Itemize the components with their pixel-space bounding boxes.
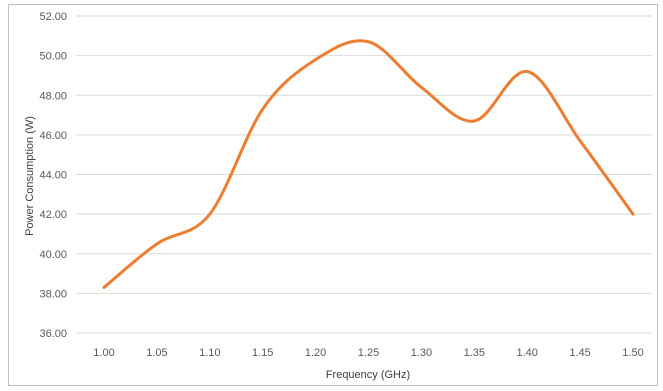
y-axis-ticks: 36.00 38.00 40.00 42.00 44.00 46.00 48.00 50.00… (39, 11, 67, 340)
x-tick-label: 1.00 (93, 347, 114, 359)
series-layer (102, 39, 635, 289)
x-tick-label: 1.05 (146, 347, 167, 359)
y-tick-label: 46.00 (39, 130, 67, 142)
x-tick-label: 1.50 (622, 347, 643, 359)
x-axis-title: Frequency (GHz) (326, 369, 410, 381)
x-tick-label: 1.20 (305, 347, 326, 359)
x-axis-ticks: 1.00 1.05 1.10 1.15 1.20 1.25 1.30 1.35 1.40 1.45… (93, 347, 643, 359)
y-tick-label: 52.00 (39, 11, 67, 23)
x-tick-label: 1.45 (569, 347, 590, 359)
y-tick-label: 48.00 (39, 90, 67, 102)
x-tick-label: 1.25 (358, 347, 379, 359)
gridlines (76, 15, 652, 334)
y-tick-label: 50.00 (39, 51, 67, 63)
y-tick-label: 36.00 (39, 328, 67, 340)
x-tick-label: 1.35 (464, 347, 485, 359)
y-tick-label: 38.00 (39, 288, 67, 300)
y-axis-title: Power Consumption (W) (24, 116, 36, 236)
x-tick-label: 1.15 (252, 347, 273, 359)
y-tick-label: 44.00 (39, 170, 67, 182)
y-tick-label: 42.00 (39, 209, 67, 221)
series-line (102, 39, 635, 289)
x-tick-label: 1.10 (199, 347, 220, 359)
chart-area (8, 4, 658, 386)
x-tick-label: 1.40 (516, 347, 537, 359)
y-tick-label: 40.00 (39, 249, 67, 261)
x-tick-label: 1.30 (411, 347, 432, 359)
